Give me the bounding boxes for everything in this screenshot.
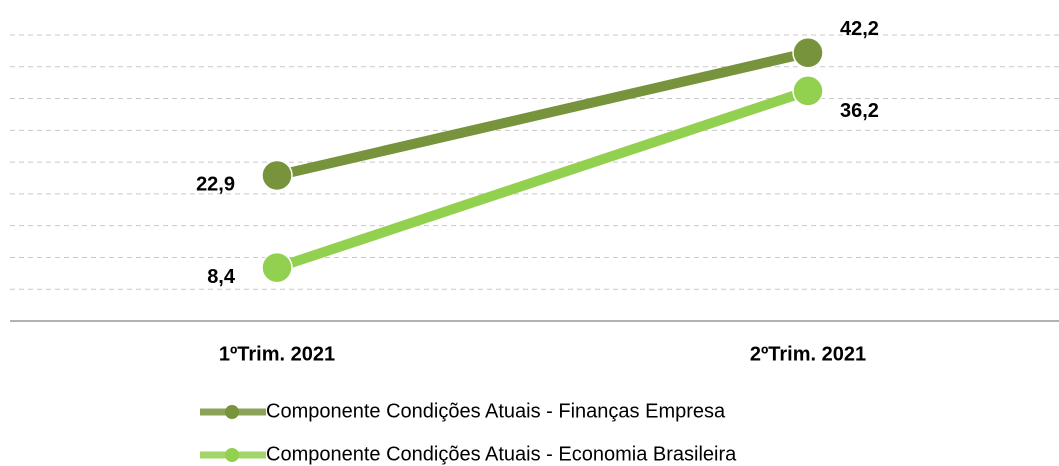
series-line	[275, 47, 810, 181]
x-tick-label: 2ºTrim. 2021	[750, 343, 866, 365]
point	[792, 37, 824, 69]
legend-marker	[225, 448, 239, 462]
legend-label: Componente Condições Atuais - Finanças E…	[266, 400, 726, 422]
data-label: 42,2	[840, 18, 879, 40]
point	[792, 75, 824, 107]
point	[261, 251, 293, 284]
point	[261, 159, 293, 192]
legend-label: Componente Condições Atuais - Economia B…	[266, 443, 737, 465]
legend-marker	[225, 405, 239, 419]
data-label: 8,4	[207, 266, 236, 288]
series-line	[275, 86, 810, 273]
x-tick-label: 1ºTrim. 2021	[219, 343, 335, 365]
data-label: 36,2	[840, 100, 879, 122]
data-label: 22,9	[196, 174, 235, 196]
